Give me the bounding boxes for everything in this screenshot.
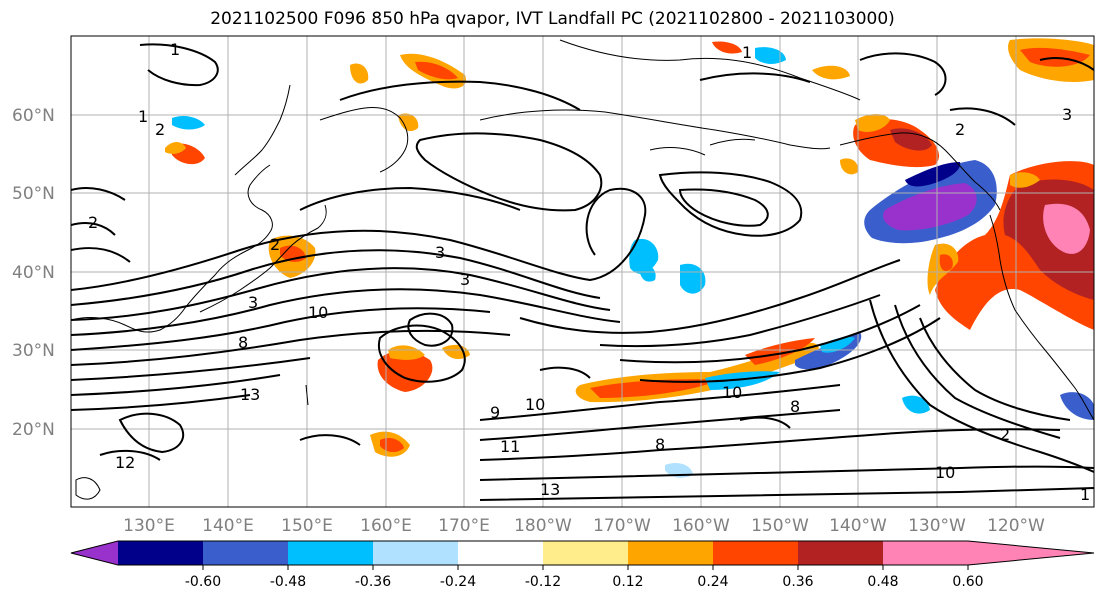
contour-label: 3 bbox=[435, 243, 445, 262]
colorbar-tick-label: 0.24 bbox=[697, 574, 728, 590]
colorbar-swatch bbox=[798, 541, 883, 565]
lat-label: 20°N bbox=[12, 420, 55, 440]
contour-label: 3 bbox=[1062, 105, 1072, 124]
colorbar-tick-label: -0.36 bbox=[355, 574, 391, 590]
contour-label: 13 bbox=[540, 480, 560, 499]
colorbar-swatch bbox=[713, 541, 798, 565]
lon-label: 140°E bbox=[202, 516, 254, 536]
colorbar-swatch bbox=[203, 541, 288, 565]
lat-label: 40°N bbox=[12, 263, 55, 283]
contour-label: 1 bbox=[170, 40, 180, 59]
contour-label: 2 bbox=[270, 235, 280, 254]
contour-label: 2 bbox=[955, 120, 965, 139]
lon-label: 130°W bbox=[908, 516, 966, 536]
contour-label: 12 bbox=[115, 453, 135, 472]
lon-label: 160°W bbox=[672, 516, 730, 536]
contour-label: 1 bbox=[742, 43, 752, 62]
colorbar-left-extension bbox=[71, 541, 118, 565]
colorbar-swatch bbox=[543, 541, 628, 565]
lat-label: 50°N bbox=[12, 184, 55, 204]
map-title: 2021102500 F096 850 hPa qvapor, IVT Land… bbox=[210, 9, 895, 29]
lon-label: 150°W bbox=[751, 516, 809, 536]
colorbar-swatch bbox=[458, 541, 543, 565]
colorbar-tick-label: 0.12 bbox=[612, 574, 643, 590]
map-frame bbox=[70, 35, 1095, 508]
contour-label: 8 bbox=[655, 435, 665, 454]
contour-label: 2 bbox=[155, 120, 165, 139]
lon-label: 130°E bbox=[123, 516, 175, 536]
contour-label: 10 bbox=[722, 383, 742, 402]
contour-label: 1 bbox=[1080, 485, 1090, 504]
lon-label: 170°E bbox=[438, 516, 490, 536]
ivt-contours bbox=[71, 43, 1094, 501]
colorbar: -0.60 -0.48 -0.36 -0.24 -0.12 0.12 0.24 … bbox=[70, 540, 1095, 590]
colorbar-right-extension bbox=[968, 541, 1094, 565]
colorbar-tick-label: 0.60 bbox=[952, 574, 983, 590]
colorbar-tick-label: -0.24 bbox=[440, 574, 476, 590]
contour-labels: 1 2 2 1 3 2 3 3 10 8 13 9 10 11 12 13 8 … bbox=[88, 40, 1090, 504]
latitude-labels: 60°N 50°N 40°N 30°N 20°N bbox=[12, 106, 55, 440]
coastlines bbox=[71, 39, 1094, 500]
colorbar-tick-label: 0.48 bbox=[867, 574, 898, 590]
lon-label: 180°W bbox=[514, 516, 572, 536]
contour-label: 11 bbox=[500, 437, 520, 456]
contour-label: 10 bbox=[525, 395, 545, 414]
colorbar-swatch bbox=[883, 541, 968, 565]
lat-label: 60°N bbox=[12, 106, 55, 126]
lon-label: 140°W bbox=[829, 516, 887, 536]
lon-label: 120°W bbox=[987, 516, 1045, 536]
contour-label: 8 bbox=[238, 333, 248, 352]
colorbar-swatch bbox=[628, 541, 713, 565]
contour-label: 3 bbox=[248, 293, 258, 312]
contour-label: 3 bbox=[460, 270, 470, 289]
contour-label: 2 bbox=[1000, 425, 1010, 444]
contour-label: 9 bbox=[490, 403, 500, 422]
colorbar-swatch bbox=[288, 541, 373, 565]
contour-label: 10 bbox=[308, 303, 328, 322]
colorbar-swatch bbox=[373, 541, 458, 565]
contour-label: 2 bbox=[88, 213, 98, 232]
lon-label: 150°E bbox=[281, 516, 333, 536]
colorbar-tick-label: -0.12 bbox=[525, 574, 561, 590]
lat-label: 30°N bbox=[12, 341, 55, 361]
contour-label: 1 bbox=[138, 107, 148, 126]
contour-label: 13 bbox=[240, 385, 260, 404]
lon-label: 170°W bbox=[593, 516, 651, 536]
colorbar-tick-label: 0.36 bbox=[782, 574, 813, 590]
colorbar-swatch bbox=[118, 541, 203, 565]
colorbar-tick-label: -0.48 bbox=[270, 574, 306, 590]
contour-label: 10 bbox=[935, 463, 955, 482]
longitude-labels: 130°E 140°E 150°E 160°E 170°E 180°W 170°… bbox=[123, 516, 1045, 536]
colorbar-tick-label: -0.60 bbox=[185, 574, 221, 590]
contour-label: 8 bbox=[790, 397, 800, 416]
lon-label: 160°E bbox=[360, 516, 412, 536]
